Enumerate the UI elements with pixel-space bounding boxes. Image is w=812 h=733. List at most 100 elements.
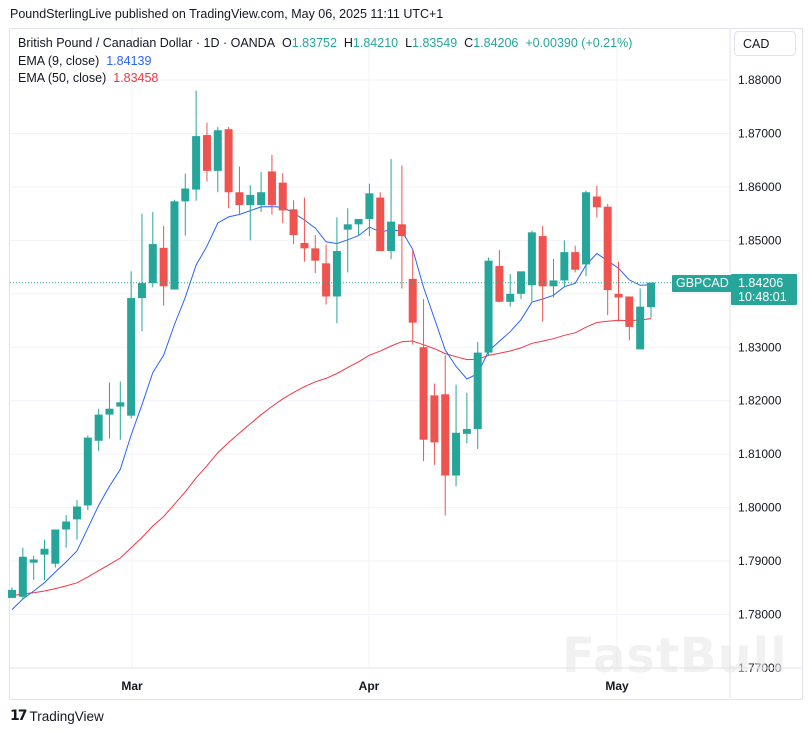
ema50-line	[11, 318, 652, 597]
candle-up[interactable]	[354, 218, 363, 225]
candle-up[interactable]	[636, 306, 645, 350]
candle-up[interactable]	[332, 251, 341, 297]
candle-down[interactable]	[538, 236, 547, 287]
candle-up[interactable]	[246, 194, 255, 206]
candle-up[interactable]	[29, 559, 38, 563]
candle-down[interactable]	[603, 206, 612, 291]
candle-up[interactable]	[192, 136, 201, 190]
chart-frame[interactable]	[9, 28, 803, 700]
y-axis-label: 1.80000	[738, 501, 782, 515]
candle-down[interactable]	[376, 197, 385, 252]
ema50-value: 1.83458	[113, 71, 159, 85]
candle-up[interactable]	[549, 280, 558, 287]
candle-down[interactable]	[311, 248, 320, 261]
candle-up[interactable]	[105, 408, 114, 415]
ema9-label: EMA (9, close)	[18, 53, 100, 68]
candle-down[interactable]	[625, 296, 634, 327]
candle-up[interactable]	[387, 221, 396, 252]
y-axis-label: 1.85000	[738, 233, 782, 247]
candle-down[interactable]	[397, 224, 406, 237]
ema50-label: EMA (50, close)	[18, 71, 107, 85]
y-axis-label: 1.86000	[738, 180, 782, 194]
candle-down[interactable]	[495, 266, 504, 302]
candle-up[interactable]	[484, 260, 493, 353]
candle-up[interactable]	[83, 437, 92, 506]
instrument-name[interactable]: British Pound / Canadian Dollar · 1D · O…	[18, 36, 276, 50]
candle-down[interactable]	[441, 394, 450, 476]
candle-down[interactable]	[278, 182, 287, 211]
candle-up[interactable]	[365, 193, 374, 219]
candle-down[interactable]	[202, 135, 211, 171]
y-axis-label: 1.79000	[738, 554, 782, 568]
currency-button[interactable]: CAD	[734, 31, 796, 56]
candle-up[interactable]	[343, 224, 352, 230]
candle-down[interactable]	[419, 347, 428, 440]
candle-down[interactable]	[224, 129, 233, 193]
candle-up[interactable]	[647, 282, 655, 308]
y-axis-label: 1.78000	[738, 608, 782, 622]
candle-down[interactable]	[235, 192, 244, 206]
candle-up[interactable]	[116, 402, 125, 407]
candle-down[interactable]	[430, 395, 439, 443]
candle-up[interactable]	[462, 429, 471, 434]
close-label: C	[464, 36, 474, 50]
high-value: 1.84210	[352, 36, 399, 50]
candle-up[interactable]	[148, 244, 157, 284]
candle-up[interactable]	[51, 529, 60, 564]
x-axis-label: Apr	[359, 679, 380, 693]
candle-up[interactable]	[40, 548, 49, 555]
legend-instrument-row: British Pound / Canadian Dollar · 1D · O…	[18, 35, 632, 53]
candle-up[interactable]	[62, 521, 71, 530]
legend-ema9-row[interactable]: EMA (9, close) 1.84139	[18, 53, 632, 71]
publisher-line: PoundSterlingLive published on TradingVi…	[10, 7, 444, 21]
candle-up[interactable]	[127, 298, 136, 416]
open-value: 1.83752	[291, 36, 337, 50]
tradingview-logo[interactable]: 17 TradingView	[10, 708, 104, 724]
candle-up[interactable]	[170, 201, 179, 290]
y-axis-label: 1.82000	[738, 394, 782, 408]
candle-down[interactable]	[592, 196, 601, 208]
y-axis-label: 1.88000	[738, 73, 782, 87]
chart-legend: British Pound / Canadian Dollar · 1D · O…	[18, 35, 632, 88]
candle-up[interactable]	[506, 293, 515, 302]
candle-up[interactable]	[72, 506, 81, 520]
candle-down[interactable]	[571, 252, 580, 270]
candle-up[interactable]	[582, 192, 591, 265]
bar-countdown: 10:48:01	[738, 290, 787, 304]
y-axis-label: 1.81000	[738, 447, 782, 461]
low-value: 1.83549	[412, 36, 458, 50]
candle-up[interactable]	[257, 192, 266, 206]
last-price: 1.84206	[738, 276, 784, 290]
y-axis-label: 1.83000	[738, 340, 782, 354]
candle-up[interactable]	[181, 188, 190, 202]
candle-down[interactable]	[408, 278, 417, 323]
candle-up[interactable]	[213, 130, 222, 171]
candle-up[interactable]	[8, 589, 16, 598]
last-price-tag: 1.84206 10:48:01	[731, 274, 797, 305]
change-value: +0.00390 (+0.21%)	[525, 36, 633, 50]
x-axis-label: Mar	[121, 679, 143, 693]
candle-up[interactable]	[94, 414, 103, 441]
legend-ema50-row[interactable]: EMA (50, close) 1.83458	[18, 70, 632, 88]
ema9-line	[11, 206, 652, 610]
low-label: L	[405, 36, 413, 50]
candle-up[interactable]	[517, 271, 526, 294]
candle-down[interactable]	[267, 171, 276, 206]
high-label: H	[343, 36, 353, 50]
x-axis-label: May	[605, 679, 629, 693]
candle-up[interactable]	[137, 283, 146, 299]
candle-down[interactable]	[614, 293, 623, 298]
candle-down[interactable]	[322, 263, 331, 297]
candle-up[interactable]	[527, 232, 536, 286]
candle-up[interactable]	[18, 556, 27, 597]
candle-up[interactable]	[452, 432, 461, 476]
candle-down[interactable]	[289, 209, 298, 236]
tradingview-logo-icon: 17	[10, 708, 28, 724]
candle-up[interactable]	[560, 252, 569, 281]
candle-down[interactable]	[159, 247, 168, 287]
candle-up[interactable]	[473, 352, 482, 430]
candle-down[interactable]	[300, 243, 309, 249]
tradingview-logo-text: TradingView	[29, 708, 104, 724]
y-axis-label: 1.87000	[738, 126, 782, 140]
